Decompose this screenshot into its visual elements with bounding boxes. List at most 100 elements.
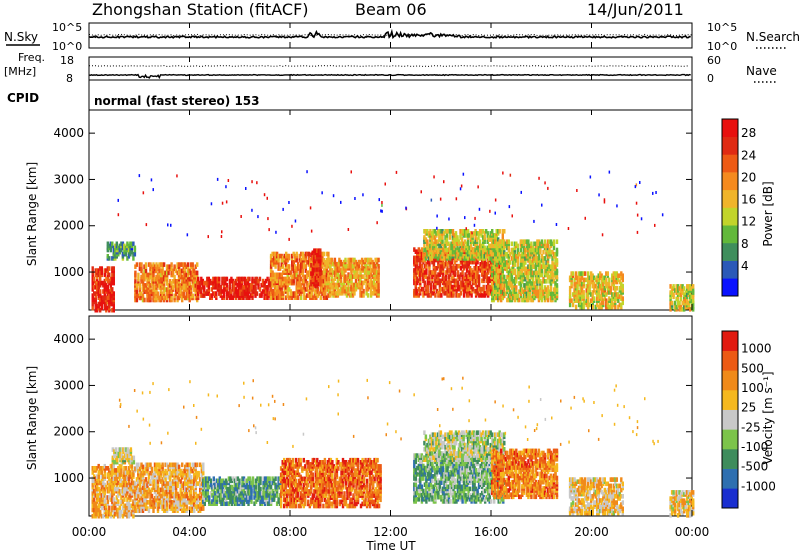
- cpid-mode: normal (fast stereo) 153: [94, 94, 260, 108]
- power-cell: [271, 289, 274, 294]
- power-cell: [487, 284, 490, 290]
- power-cell: [481, 259, 484, 265]
- power-cell: [506, 281, 509, 286]
- power-sparse-cell: [489, 209, 491, 213]
- power-cell: [152, 283, 155, 288]
- power-cell: [188, 289, 191, 294]
- power-cell: [200, 280, 203, 286]
- velocity-cell: [114, 505, 117, 511]
- power-cell: [147, 262, 151, 267]
- power-cell: [282, 291, 285, 296]
- nsearch-tick-bottom: 10^0: [707, 40, 737, 53]
- power-cell: [187, 281, 190, 286]
- velocity-cell: [130, 480, 134, 486]
- power-cell: [588, 288, 591, 293]
- power-sparse-cell: [430, 198, 433, 202]
- power-cell: [196, 281, 199, 286]
- power-cell: [258, 287, 262, 292]
- power-cell: [527, 274, 530, 280]
- velocity-cell: [159, 470, 163, 476]
- power-cell: [137, 276, 140, 282]
- power-sparse-cell: [221, 230, 223, 234]
- power-cell: [132, 256, 135, 261]
- power-cell: [536, 289, 539, 294]
- power-cell: [482, 284, 485, 290]
- velocity-cell: [114, 447, 117, 452]
- power-sparse-cell: [502, 171, 504, 175]
- velocity-cell: [114, 459, 117, 465]
- power-cell: [501, 295, 504, 301]
- power-cell: [233, 291, 236, 296]
- power-cell: [348, 286, 352, 292]
- power-cell: [475, 251, 479, 257]
- power-cell: [495, 229, 498, 234]
- power-cell: [133, 245, 137, 251]
- power-cell: [118, 243, 121, 249]
- power-cell: [161, 262, 164, 267]
- power-cell: [348, 261, 352, 267]
- power-cell: [115, 241, 118, 247]
- power-cell: [375, 257, 379, 263]
- power-cell: [246, 276, 250, 282]
- velocity-cell: [96, 466, 99, 471]
- power-cell: [249, 287, 253, 292]
- power-cell: [317, 271, 320, 276]
- velocity-cell: [100, 493, 103, 498]
- velocity-cell: [127, 505, 131, 511]
- power-cell: [453, 266, 457, 271]
- power-cell: [432, 282, 436, 288]
- power-cell: [207, 276, 210, 282]
- velocity-cell: [116, 451, 119, 456]
- power-cell: [443, 276, 446, 281]
- power-cell: [322, 278, 326, 284]
- power-cell: [494, 295, 497, 301]
- velocity-cell: [127, 466, 131, 471]
- power-cell: [488, 249, 491, 255]
- power-cell: [521, 287, 524, 292]
- power-cell: [521, 239, 524, 244]
- power-cell: [452, 284, 455, 290]
- power-cell: [333, 257, 337, 263]
- power-cell: [614, 292, 617, 297]
- power-sparse-cell: [603, 198, 606, 202]
- power-cell: [617, 273, 620, 278]
- power-cell: [540, 254, 544, 259]
- velocity-cell: [132, 455, 136, 461]
- power-cell: [537, 251, 541, 257]
- power-cell: [531, 245, 535, 251]
- power-cell: [524, 239, 527, 244]
- velocity-cell: [100, 478, 103, 484]
- power-cell: [215, 291, 218, 296]
- power-cell: [438, 282, 442, 288]
- power-cell: [324, 266, 327, 271]
- power-sparse-cell: [245, 187, 247, 190]
- power-cell: [240, 282, 244, 288]
- power-cell: [422, 272, 425, 277]
- power-cell: [123, 249, 126, 255]
- power-cell: [424, 237, 428, 242]
- velocity-cell: [96, 474, 99, 479]
- power-cell: [313, 258, 316, 264]
- power-cell: [580, 294, 584, 299]
- velocity-cell: [109, 511, 112, 517]
- velocity-cell: [149, 470, 152, 476]
- power-cell: [129, 245, 132, 251]
- velocity-cell: [91, 476, 94, 481]
- power-cell: [297, 266, 300, 271]
- power-cell: [555, 258, 559, 263]
- power-cell: [542, 276, 545, 282]
- velocity-cell: [118, 476, 121, 481]
- power-cell: [590, 292, 593, 297]
- power-cell: [168, 264, 172, 269]
- velocity-cell: [164, 462, 167, 468]
- power-cell: [618, 285, 621, 291]
- power-cell: [170, 266, 173, 272]
- power-cell: [338, 282, 341, 288]
- power-cell: [317, 281, 320, 287]
- power-cell: [365, 268, 368, 273]
- power-cell: [500, 274, 503, 280]
- velocity-cell: [109, 493, 112, 498]
- power-cell: [468, 291, 472, 296]
- power-cell: [362, 274, 365, 279]
- velocity-cell: [111, 447, 114, 452]
